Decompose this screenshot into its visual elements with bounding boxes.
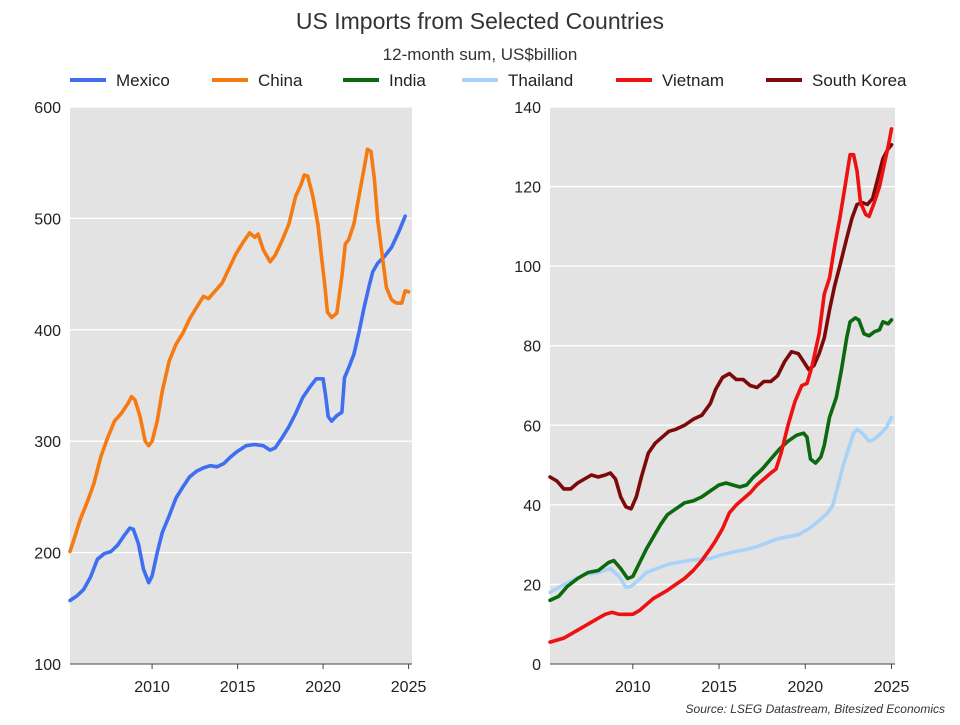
right-y-tick-label: 100 xyxy=(514,259,541,276)
right-y-tick-label: 60 xyxy=(523,418,541,435)
right-x-tick-label: 2010 xyxy=(615,679,651,696)
left-y-tick-label: 300 xyxy=(34,434,61,451)
chart-title: US Imports from Selected Countries xyxy=(296,8,664,34)
legend-item-vietnam: Vietnam xyxy=(616,71,724,90)
left-plot-background xyxy=(70,107,412,664)
left-x-tick-label: 2015 xyxy=(220,679,256,696)
legend-item-south-korea: South Korea xyxy=(766,71,907,90)
left-y-tick-label: 600 xyxy=(34,100,61,117)
right-chart-panel: 0 20 40 60 80 100 120 140 2010 2015 2020 2025 xyxy=(514,100,909,696)
legend-item-india: India xyxy=(343,71,426,90)
left-y-tick-label: 400 xyxy=(34,323,61,340)
left-y-tick-label: 100 xyxy=(34,657,61,674)
left-y-tick-label: 500 xyxy=(34,211,61,228)
chart-subtitle: 12-month sum, US$billion xyxy=(383,45,578,64)
legend-label: Vietnam xyxy=(662,71,724,90)
legend-label: India xyxy=(389,71,426,90)
legend-item-mexico: Mexico xyxy=(70,71,170,90)
series-line-thailand xyxy=(548,415,894,595)
right-y-tick-label: 0 xyxy=(532,657,541,674)
left-y-tick-label: 200 xyxy=(34,546,61,563)
left-x-tick-label: 2020 xyxy=(305,679,341,696)
right-y-tick-label: 20 xyxy=(523,577,541,594)
legend-item-thailand: Thailand xyxy=(462,71,573,90)
source-note: Source: LSEG Datastream, Bitesized Econo… xyxy=(686,702,945,716)
legend-label: Thailand xyxy=(508,71,573,90)
right-x-tick-label: 2020 xyxy=(788,679,824,696)
right-y-tick-label: 40 xyxy=(523,498,541,515)
series-line-india xyxy=(548,316,894,603)
right-x-tick-label: 2025 xyxy=(874,679,910,696)
legend: Mexico China India Thailand Vietnam South Kor… xyxy=(70,71,907,90)
legend-label: Mexico xyxy=(116,71,170,90)
left-chart-panel: 100 200 300 400 500 600 2010 2015 2020 2025 xyxy=(34,100,426,696)
right-y-tick-label: 140 xyxy=(514,100,541,117)
left-x-tick-label: 2025 xyxy=(391,679,427,696)
legend-item-china: China xyxy=(212,71,303,90)
series-line-mexico xyxy=(68,214,407,603)
legend-label: South Korea xyxy=(812,71,907,90)
legend-label: China xyxy=(258,71,303,90)
right-y-tick-label: 80 xyxy=(523,339,541,356)
series-line-vietnam xyxy=(548,127,894,644)
left-x-tick-label: 2010 xyxy=(134,679,170,696)
right-x-tick-label: 2015 xyxy=(701,679,737,696)
series-line-south-korea xyxy=(548,143,894,511)
series-line-china xyxy=(68,147,411,554)
right-y-tick-label: 120 xyxy=(514,180,541,197)
